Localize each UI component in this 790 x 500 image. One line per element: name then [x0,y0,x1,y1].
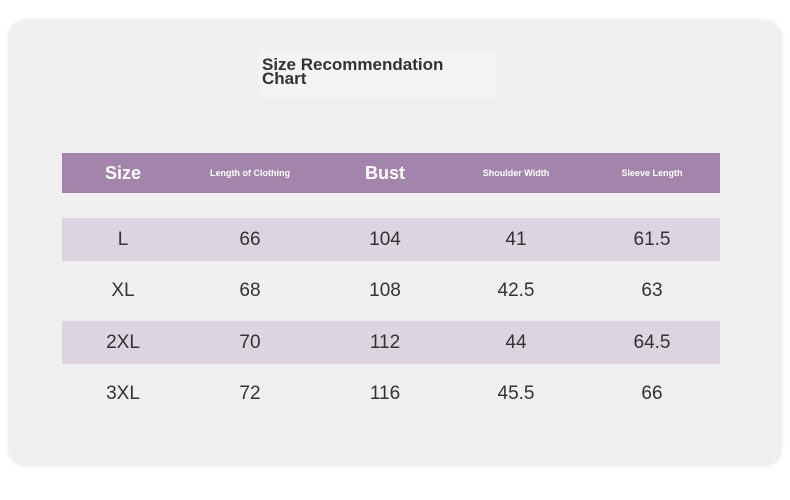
table-cell: 72 [239,382,261,404]
table-cell: 70 [239,331,261,353]
title: Size Recommendation Chart [262,55,444,88]
header-cell: Shoulder Width [482,167,550,178]
table-cell: 108 [369,280,401,302]
table-cell: L [117,229,129,250]
title-box [258,50,496,98]
table-row: 2XL 70 112 44 64.5 [62,320,720,364]
table-cell: 66 [239,229,261,250]
table-row: L 66 104 41 61.5 [62,218,720,261]
table-cell: 41 [505,229,527,250]
table-cell: 104 [369,229,401,250]
table-cell: 42.5 [497,280,535,302]
table-cell: 3XL [106,382,140,404]
table-row: 3XL 72 116 45.5 66 [62,372,720,415]
header-cell: Size [104,162,142,183]
header-cell: Sleeve Length [621,167,683,178]
table-cell: 61.5 [633,229,671,250]
table-cell: 2XL [106,331,140,353]
table-cell: 44 [505,331,527,353]
table-cell: 64.5 [633,331,671,353]
table-cell: 116 [369,382,401,404]
table-cell: 68 [239,280,261,302]
table-cell: 112 [369,331,401,353]
header-cell: Length of Clothing [210,167,290,178]
table-cell: 45.5 [497,382,535,404]
table-row: XL 68 108 42.5 63 [62,269,720,312]
table-cell: 63 [641,280,663,302]
table-header: Size Length of Clothing Bust Shoulder Width… [62,153,720,193]
table-cell: XL [111,280,135,302]
table-cell: 66 [641,382,663,404]
header-cell: Bust [365,162,405,183]
